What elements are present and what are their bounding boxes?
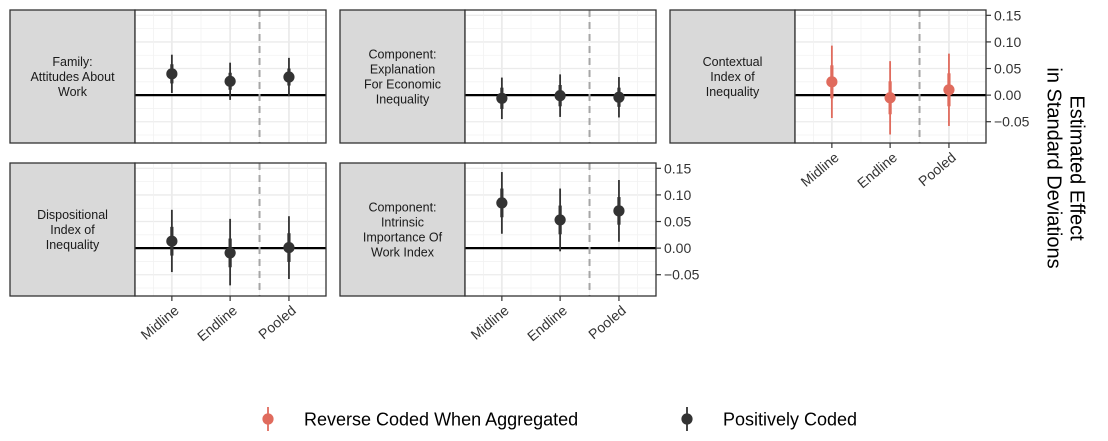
panel-strip-label: Component: Intrinsic Importance Of Work Ind… [363,201,443,260]
y-tick-label: −0.05 [664,267,700,283]
panel: Component: Explanation For Economic Inequal… [339,9,657,144]
legend-key-point [681,413,693,425]
estimate-point-range [613,180,625,242]
legend-key-point [262,413,274,425]
estimate-point-range [826,45,838,118]
x-tick-label: Midline [798,149,842,190]
panel: Component: Intrinsic Importance Of Work Ind… [339,162,657,297]
panel-strip [339,162,466,297]
y-tick-label: 0.00 [664,240,691,256]
legend: Reverse Coded When Aggregated Positively … [262,407,857,431]
estimate-point-range [283,57,295,97]
panel-border [134,9,327,144]
panel: Family: Attitudes About Work [9,9,327,144]
estimate-point [224,247,236,259]
panel-strip [9,9,136,144]
y-axis-ticks: −0.05 0.00 0.05 0.10 0.15 −0.05 0.00 0.05 0.10 0.… [656,7,1030,283]
estimate-point [283,241,295,254]
y-tick-label: 0.10 [994,34,1021,50]
estimate-point-range [554,188,566,252]
estimate-point-range [613,77,625,118]
y-tick-label: 0.10 [664,187,691,203]
x-tick-label: Endline [194,302,240,344]
estimate-point-range [943,53,955,126]
y-tick-label: 0.00 [994,87,1021,103]
legend-label: Reverse Coded When Aggregated [304,410,578,430]
estimate-point [613,205,625,217]
estimate-point [166,68,178,80]
estimate-point-range [496,77,508,120]
estimate-point-range [166,209,178,273]
estimate-point-range [554,74,566,117]
estimate-point [496,92,508,104]
estimate-point [826,76,838,88]
x-tick-label: Pooled [255,302,299,342]
legend-label: Positively Coded [723,410,857,430]
x-tick-label: Endline [854,149,900,191]
estimate-point [554,90,566,102]
estimate-point [283,71,295,83]
estimate-point [884,92,896,104]
panels-layer: Family: Attitudes About Work Component: Expl… [9,9,987,297]
panel-strip-label: Family: Attitudes About Work [30,55,115,99]
panel-strip-label: Dispositional Index of Inequality [37,208,108,252]
x-tick-label: Midline [468,302,512,343]
y-tick-label: 0.05 [994,61,1021,77]
estimate-point [613,91,625,103]
y-axis-label: Estimated Effectin Standard Deviations [1043,67,1088,268]
panel-strip [9,162,136,297]
estimate-point [166,235,178,247]
y-tick-label: 0.05 [664,214,691,230]
x-tick-label: Endline [524,302,570,344]
y-tick-label: −0.05 [994,114,1030,130]
panel: Contextual Index of Inequality [669,9,987,144]
estimate-point-range [283,216,295,279]
x-tick-label: Pooled [915,149,959,189]
legend-entry: Reverse Coded When Aggregated [262,407,578,431]
panel-border [464,9,657,144]
estimate-point [554,214,566,226]
estimate-point [943,84,955,96]
panel-strip [339,9,466,144]
estimate-point [224,75,236,87]
panel: Dispositional Index of Inequality [9,162,327,297]
panel-strip-label: Contextual Index of Inequality [703,55,763,99]
y-tick-label: 0.15 [994,7,1021,23]
legend-entry: Positively Coded [681,407,857,431]
x-tick-label: Pooled [585,302,629,342]
estimate-point-range [166,54,178,93]
x-tick-label: Midline [138,302,182,343]
estimate-point-range [884,61,896,135]
estimate-point-range [224,62,236,100]
estimate-point-range [224,218,236,286]
estimate-point-range [496,172,508,234]
panel-strip-label: Component: Explanation For Economic Inequal… [364,48,441,107]
estimate-point [496,197,508,209]
y-tick-label: 0.15 [664,160,691,176]
